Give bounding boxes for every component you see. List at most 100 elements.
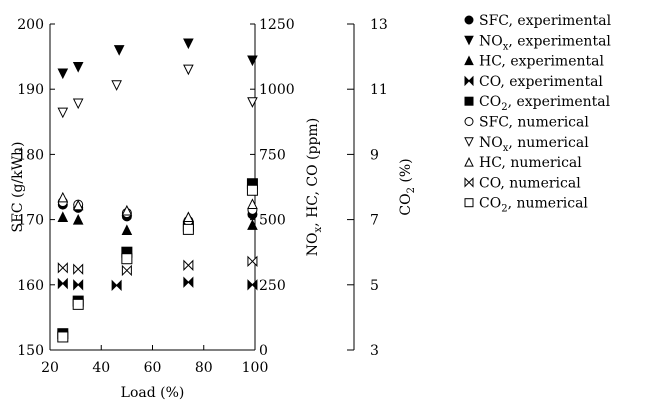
sfc-tick-label: 150 [17, 343, 44, 359]
legend-marker [464, 35, 474, 46]
legend-label-sub: 2 [501, 102, 507, 113]
ppm-tick-label: 1250 [259, 17, 295, 33]
sfc-tick-label: 160 [17, 278, 44, 294]
data-point-series-7 [247, 198, 258, 209]
legend-label: SFC, experimental [479, 13, 612, 29]
legend-label-sub: 2 [501, 204, 507, 215]
ppm-tick-label: 0 [259, 343, 268, 359]
legend-marker [464, 177, 474, 188]
legend-label: CO, numerical [479, 175, 581, 191]
legend-label-rest: , experimental [508, 94, 611, 110]
x-tick-label: 100 [242, 360, 269, 376]
co2-axis-title-rest: (%) [398, 158, 414, 187]
legend-marker [464, 137, 474, 147]
data-point-series-8 [121, 264, 132, 277]
legend-marker [464, 156, 474, 167]
ppm-tick-label: 1000 [259, 82, 295, 98]
data-point-series-2 [57, 211, 69, 222]
legend-label: SFC, numerical [479, 115, 589, 131]
data-point-series-6 [111, 80, 122, 91]
sfc-tick-label: 170 [17, 213, 44, 229]
legend-label-rest: , numerical [508, 196, 589, 212]
co2-tick-label: 13 [370, 17, 388, 33]
data-point-series-8 [57, 262, 68, 274]
data-point-series-1 [113, 45, 125, 56]
co2-axis-title: CO2 (%) [398, 158, 417, 215]
ppm-tick-label: 250 [259, 278, 286, 294]
data-point-series-1 [247, 55, 258, 67]
ppm-tick-label: 750 [259, 147, 286, 163]
data-point-series-8 [73, 263, 84, 275]
data-point-series-3 [111, 279, 122, 292]
data-point-series-3 [247, 279, 258, 291]
data-point-series-7 [72, 199, 84, 211]
x-tick-label: 60 [144, 360, 162, 376]
data-point-series-6 [72, 98, 84, 110]
x-tick-label: 40 [92, 360, 110, 376]
legend-label-main: NO [479, 135, 503, 151]
data-point-series-6 [247, 97, 258, 108]
legend-marker [464, 15, 474, 25]
legend-label-main: HC, experimental [479, 54, 604, 70]
co2-axis-title-sub: 2 [406, 187, 417, 193]
legend-label-main: SFC, experimental [479, 13, 612, 29]
ppm-axis-title-rest: , HC, CO (ppm) [305, 118, 321, 227]
sfc-tick-label: 180 [17, 147, 44, 163]
data-point-series-8 [183, 259, 194, 271]
data-point-series-7 [183, 211, 194, 222]
legend-label: HC, numerical [479, 155, 582, 171]
co2-tick-label: 11 [370, 82, 388, 98]
ppm-tick-label: 500 [259, 213, 286, 229]
data-point-series-1 [183, 38, 194, 50]
legend-label-main: CO, experimental [479, 74, 603, 90]
data-point-series-9 [72, 298, 84, 310]
ppm-axis-title-main: NO [305, 232, 321, 256]
data-point-series-2 [121, 224, 133, 236]
data-point-series-1 [72, 62, 84, 73]
data-point-series-1 [57, 68, 69, 80]
legend-label-main: CO [479, 196, 501, 212]
legend-label-main: CO [479, 94, 501, 110]
data-point-series-6 [57, 107, 69, 119]
data-point-series-6 [183, 64, 194, 76]
data-point-series-3 [57, 277, 68, 290]
legend-label-main: SFC, numerical [479, 115, 589, 131]
co2-tick-label: 3 [370, 343, 379, 359]
data-point-series-2 [72, 213, 84, 225]
data-point-series-9 [246, 184, 258, 196]
co2-tick-label: 5 [370, 278, 379, 294]
legend-label: NOx, numerical [479, 135, 589, 154]
legend-label: CO, experimental [479, 74, 603, 90]
legend-label: CO2, numerical [479, 196, 588, 215]
legend-marker [464, 55, 474, 66]
data-point-series-7 [57, 191, 69, 203]
legend-label-rest: , experimental [508, 33, 611, 49]
data-point-series-7 [121, 204, 133, 216]
legend-label: CO2, experimental [479, 94, 611, 113]
legend-label-main: NO [479, 33, 503, 49]
legend: SFC, experimental NOx, experimental HC, ex… [464, 13, 612, 215]
legend-label: NOx, experimental [479, 33, 611, 52]
legend-marker [464, 75, 474, 87]
co2-tick-label: 9 [370, 147, 379, 163]
data-point-series-9 [57, 331, 69, 343]
co2-axis-title-main: CO [398, 193, 414, 215]
co2-tick-label: 7 [370, 213, 379, 229]
data-point-series-9 [182, 223, 194, 235]
data-point-series-3 [73, 279, 84, 291]
data-point-series-3 [183, 276, 194, 288]
legend-marker [464, 198, 474, 208]
legend-label-main: CO, numerical [479, 175, 581, 191]
legend-marker [464, 117, 474, 126]
data-point-series-9 [121, 253, 133, 265]
data-point-series-8 [247, 255, 258, 268]
legend-label: HC, experimental [479, 54, 604, 70]
x-tick-label: 20 [41, 360, 59, 376]
sfc-axis-title: SFC (g/kWh) [10, 142, 26, 233]
sfc-tick-label: 200 [17, 17, 44, 33]
legend-label-main: HC, numerical [479, 155, 582, 171]
data-points [57, 38, 258, 343]
ppm-axis-title: NOx, HC, CO (ppm) [305, 118, 324, 256]
x-tick-label: 80 [195, 360, 213, 376]
